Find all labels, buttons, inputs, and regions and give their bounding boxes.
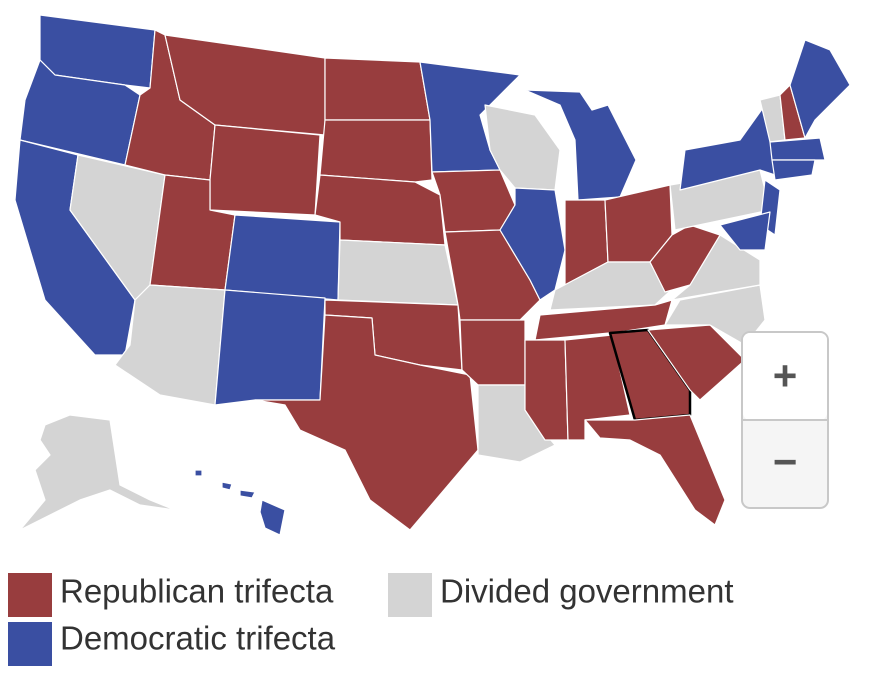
state [664,284,766,346]
legend-label: Democratic trifecta [60,620,336,657]
zoom-out-label[interactable]: − [773,438,798,485]
legend: Republican trifecta Divided government D… [8,573,734,666]
state [431,169,516,233]
legend-swatch [8,622,52,666]
state [584,414,726,526]
state [259,499,286,536]
state [499,187,566,301]
legend-swatch [8,573,52,617]
state [769,137,826,161]
state [524,339,569,441]
zoom-in-label[interactable]: + [773,352,798,399]
state [221,481,233,491]
legend-label: Divided government [440,573,734,610]
state [649,224,721,293]
state [647,324,746,401]
state [19,414,176,531]
state [254,314,479,531]
state [224,214,341,301]
us-map [14,14,851,536]
state [239,489,256,499]
state [459,319,526,386]
legend-swatch [388,573,432,617]
legend-label: Republican trifecta [60,573,334,610]
state [771,159,816,181]
state [319,119,433,183]
state [608,328,692,422]
state [194,469,203,477]
state [789,39,851,139]
zoom-control: + − [741,331,829,509]
state [337,239,459,306]
state [214,289,326,406]
state [719,211,771,251]
state [524,89,637,201]
state [324,57,431,121]
zoom-in-button[interactable] [743,333,827,420]
state [209,124,321,216]
